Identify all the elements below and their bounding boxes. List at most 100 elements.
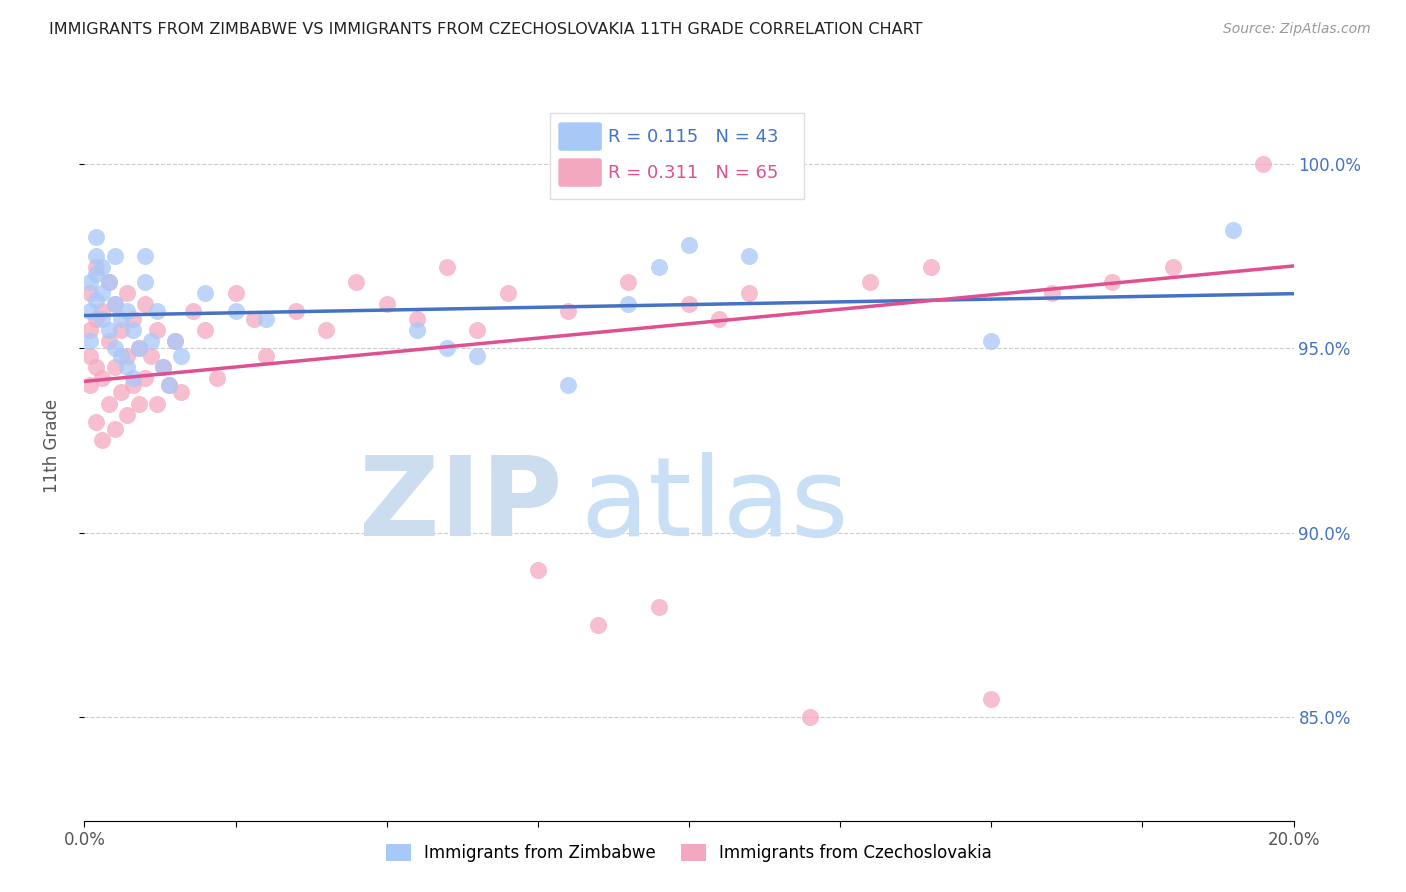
Point (110, 311, 132, 326)
Point (104, 297, 127, 311)
Point (1161, 260, 1184, 274)
Point (91, 304, 114, 318)
Point (91, 285, 114, 300)
Point (165, 334, 187, 348)
Point (146, 304, 169, 318)
Point (980, 691, 1002, 706)
Point (152, 359, 174, 374)
Text: Source: ZipAtlas.com: Source: ZipAtlas.com (1223, 22, 1371, 37)
Point (115, 285, 138, 300)
Point (86, 359, 108, 374)
Point (97, 396, 120, 410)
Point (110, 349, 132, 363)
Point (980, 334, 1002, 348)
Point (436, 260, 458, 274)
Point (557, 304, 579, 318)
Point (128, 341, 150, 355)
Point (496, 285, 519, 300)
Point (436, 341, 458, 355)
Point (91, 311, 114, 326)
Point (678, 297, 700, 311)
Point (134, 370, 156, 384)
Point (194, 285, 217, 300)
Point (648, 599, 671, 614)
Point (121, 370, 143, 384)
Text: ZIP: ZIP (359, 452, 562, 559)
Point (617, 297, 640, 311)
Point (86, 249, 108, 263)
FancyBboxPatch shape (558, 158, 602, 186)
Point (110, 323, 132, 337)
Y-axis label: 11th Grade: 11th Grade (42, 399, 60, 493)
FancyBboxPatch shape (558, 122, 602, 151)
FancyBboxPatch shape (550, 112, 804, 199)
Point (139, 349, 162, 363)
Point (467, 349, 489, 363)
Point (1101, 275, 1123, 289)
Point (121, 311, 143, 326)
Point (134, 275, 156, 289)
Point (1040, 285, 1063, 300)
Point (346, 275, 368, 289)
Point (79, 285, 101, 300)
Legend: Immigrants from Zimbabwe, Immigrants from Czechoslovakia: Immigrants from Zimbabwe, Immigrants fro… (380, 837, 998, 869)
Point (170, 349, 193, 363)
Point (738, 285, 761, 300)
Point (128, 396, 150, 410)
Point (375, 297, 398, 311)
Point (104, 341, 127, 355)
Point (152, 359, 174, 374)
Point (1253, 156, 1275, 170)
Point (157, 378, 180, 392)
Point (588, 618, 610, 632)
Point (121, 378, 143, 392)
Point (170, 385, 193, 400)
Point (859, 275, 882, 289)
Point (79, 334, 101, 348)
Point (467, 323, 489, 337)
Point (315, 323, 337, 337)
Point (678, 237, 700, 252)
Point (709, 311, 731, 326)
Point (97, 275, 120, 289)
Text: R = 0.115   N = 43: R = 0.115 N = 43 (607, 128, 779, 145)
Point (254, 349, 277, 363)
Point (285, 304, 308, 318)
Point (181, 304, 204, 318)
Point (104, 297, 127, 311)
Point (617, 275, 640, 289)
Point (115, 349, 138, 363)
Point (91, 260, 114, 274)
Point (121, 323, 143, 337)
Point (104, 359, 127, 374)
Point (86, 293, 108, 308)
Point (225, 285, 247, 300)
Point (79, 378, 101, 392)
Point (146, 396, 169, 410)
Point (165, 334, 187, 348)
Point (406, 323, 429, 337)
Point (104, 249, 127, 263)
Point (79, 304, 101, 318)
Point (91, 370, 114, 384)
Point (97, 323, 120, 337)
Point (97, 334, 120, 348)
Point (115, 408, 138, 422)
Point (920, 260, 942, 274)
Point (104, 422, 127, 436)
Point (86, 268, 108, 282)
Point (194, 323, 217, 337)
Point (406, 311, 429, 326)
Point (139, 334, 162, 348)
Point (115, 359, 138, 374)
Point (799, 710, 821, 724)
Point (79, 275, 101, 289)
Point (1222, 223, 1244, 237)
Point (134, 297, 156, 311)
Point (128, 341, 150, 355)
Point (157, 378, 180, 392)
Point (79, 323, 101, 337)
Point (207, 370, 229, 384)
Point (86, 230, 108, 244)
Point (86, 415, 108, 429)
